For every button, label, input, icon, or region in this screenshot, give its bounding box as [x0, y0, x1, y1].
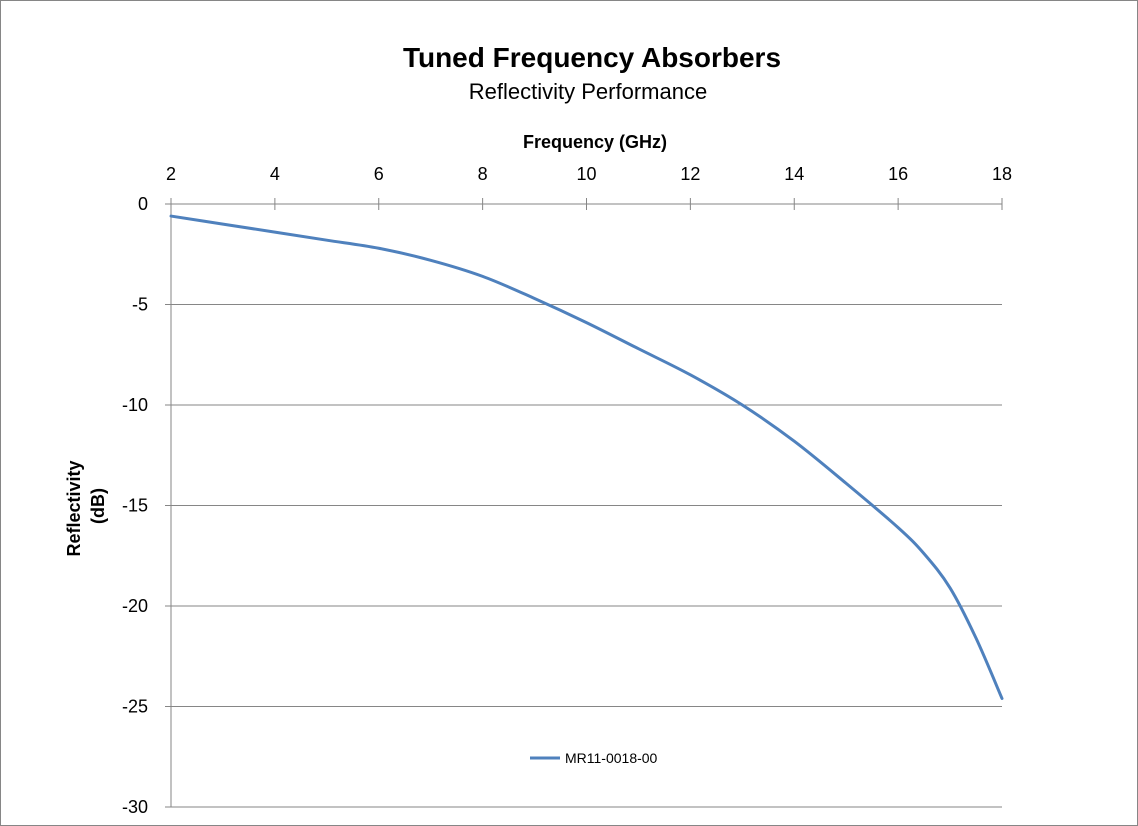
y-tick-label: -20: [122, 596, 148, 616]
x-tick-label: 8: [478, 164, 488, 184]
y-tick-label: -5: [132, 295, 148, 315]
y-axis-title-line-1: Reflectivity: [64, 460, 84, 556]
chart-title: Tuned Frequency Absorbers: [403, 42, 781, 73]
y-tick-label: 0: [138, 194, 148, 214]
y-tick-label: -25: [122, 697, 148, 717]
y-axis-title-line-2: (dB): [88, 488, 108, 524]
x-tick-label: 16: [888, 164, 908, 184]
legend: MR11-0018-00: [530, 750, 658, 766]
x-tick-label: 14: [784, 164, 804, 184]
y-tick-label: -30: [122, 797, 148, 817]
x-tick-label: 12: [680, 164, 700, 184]
series-line: [169, 214, 1004, 700]
gridlines: [171, 304, 1002, 808]
tick-labels: 0 -5 -10 -15 -20 -25 -30 2 4 6 8 10 12 14 16 18: [122, 164, 1012, 817]
axes: [165, 198, 1003, 808]
x-tick-label: 2: [166, 164, 176, 184]
x-tick-label: 6: [374, 164, 384, 184]
x-tick-label: 18: [992, 164, 1012, 184]
x-tick-label: 4: [270, 164, 280, 184]
chart-subtitle: Reflectivity Performance: [469, 79, 707, 104]
legend-label: MR11-0018-00: [565, 750, 658, 766]
x-tick-label: 10: [576, 164, 596, 184]
series-lines: [169, 214, 1004, 700]
y-axis-title: Reflectivity (dB): [64, 455, 108, 556]
y-tick-label: -15: [122, 496, 148, 516]
x-axis-title: Frequency (GHz): [523, 132, 667, 152]
y-tick-label: -10: [122, 395, 148, 415]
